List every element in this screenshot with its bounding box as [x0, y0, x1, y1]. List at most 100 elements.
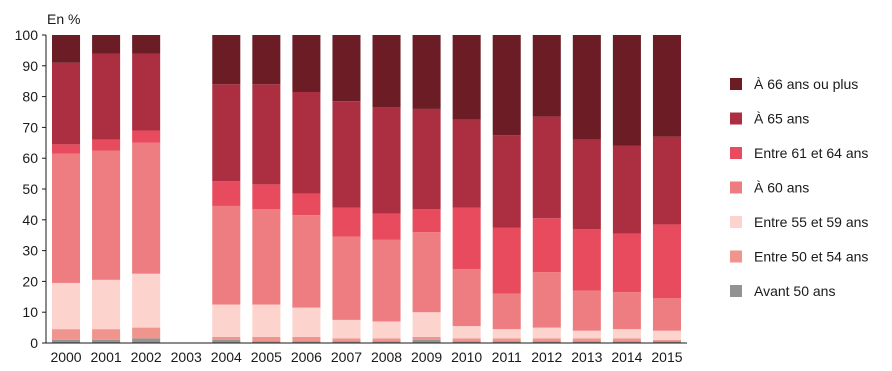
bar-2012-series-6 [532, 35, 561, 117]
y-axis: 0 10 20 30 40 50 60 70 80 90 100 [15, 27, 47, 351]
bar-2013-series-5 [572, 139, 601, 230]
bar-2000-series-3 [52, 153, 81, 283]
bar-2012-series-2 [532, 327, 561, 339]
y-tick-label-50: 50 [22, 181, 38, 197]
x-tick-label-2001: 2001 [91, 349, 122, 365]
bar-2011-series-2 [492, 329, 521, 339]
bar-2005-series-2 [252, 304, 281, 337]
bar-2011-series-3 [492, 293, 521, 330]
x-tick-label-2002: 2002 [131, 349, 162, 365]
bar-2006-series-2 [292, 307, 321, 337]
bar-2014-series-6 [612, 35, 641, 146]
y-tick-label-40: 40 [22, 212, 38, 228]
bars-layer [52, 35, 681, 343]
bar-2004-series-3 [212, 205, 241, 305]
bar-2015-series-5 [652, 136, 681, 225]
bar-2014-series-4 [612, 233, 641, 293]
bar-2010-series-1 [452, 338, 481, 342]
bar-2007-series-1 [332, 338, 361, 342]
legend-swatch-0 [730, 78, 742, 90]
bar-2001-series-5 [92, 53, 121, 140]
bar-2002-series-3 [132, 142, 161, 274]
legend-label-3: À 60 ans [754, 180, 809, 196]
bar-2011-series-0 [492, 341, 521, 343]
x-axis: 2000 2001 2002 2003 2004 2005 2006 2007 2008 2009… [46, 342, 687, 365]
bar-2011-series-6 [492, 35, 521, 136]
bar-2014-series-5 [612, 145, 641, 234]
bar-2012-series-1 [532, 338, 561, 342]
bar-2009-series-3 [412, 232, 441, 313]
bar-2005-series-3 [252, 209, 281, 305]
bar-2001-series-0 [92, 339, 121, 343]
y-tick-label-70: 70 [22, 119, 38, 135]
x-tick-label-2008: 2008 [371, 349, 402, 365]
bar-2012-series-3 [532, 272, 561, 328]
bar-2004-series-5 [212, 84, 241, 182]
bar-2011-series-4 [492, 227, 521, 294]
bar-2009-series-2 [412, 312, 441, 337]
bar-2002-series-6 [132, 35, 161, 54]
bar-2013-series-0 [572, 341, 601, 343]
x-tick-label-2009: 2009 [411, 349, 442, 365]
y-tick-label-10: 10 [22, 304, 38, 320]
y-tick-label-20: 20 [22, 273, 38, 289]
y-tick-label-0: 0 [30, 335, 38, 351]
bar-2005-series-1 [252, 336, 281, 342]
bar-2001-series-3 [92, 150, 121, 280]
bar-2002-series-5 [132, 53, 161, 131]
x-tick-label-2006: 2006 [291, 349, 322, 365]
y-tick-label-90: 90 [22, 58, 38, 74]
bar-2014-series-0 [612, 341, 641, 343]
legend-swatch-1 [730, 112, 742, 125]
bar-2002-series-2 [132, 273, 161, 328]
x-tick-label-2007: 2007 [331, 349, 362, 365]
bar-2015-series-1 [652, 339, 681, 342]
bar-2013-series-2 [572, 330, 601, 339]
bar-2009-series-1 [412, 336, 441, 340]
bar-2009-series-0 [412, 339, 441, 343]
bar-2004-series-1 [212, 336, 241, 340]
bar-2004-series-2 [212, 304, 241, 337]
bar-2010-series-0 [452, 341, 481, 343]
bar-2002-series-4 [132, 130, 161, 143]
bar-2012-series-0 [532, 341, 561, 343]
bar-2007-series-6 [332, 35, 361, 102]
bar-2015-series-3 [652, 298, 681, 331]
y-tick-label-60: 60 [22, 150, 38, 166]
bar-2009-series-4 [412, 209, 441, 233]
bar-2010-series-3 [452, 269, 481, 327]
bar-2008-series-1 [372, 338, 401, 342]
bar-2007-series-5 [332, 101, 361, 208]
bar-2005-series-4 [252, 184, 281, 210]
bar-2014-series-2 [612, 329, 641, 339]
bar-2004-series-4 [212, 181, 241, 206]
bar-2007-series-4 [332, 207, 361, 237]
x-tick-label-2013: 2013 [571, 349, 602, 365]
bar-2006-series-5 [292, 91, 321, 194]
bar-2010-series-6 [452, 35, 481, 120]
x-tick-label-2000: 2000 [50, 349, 81, 365]
bar-2007-series-2 [332, 319, 361, 339]
bar-2000-series-0 [52, 339, 81, 343]
legend-label-6: Avant 50 ans [754, 283, 835, 299]
bar-2000-series-5 [52, 62, 81, 145]
bar-2009-series-6 [412, 35, 441, 109]
legend-label-1: À 65 ans [754, 111, 809, 127]
y-tick-label-80: 80 [22, 89, 38, 105]
bar-2013-series-3 [572, 290, 601, 331]
bar-2007-series-0 [332, 341, 361, 343]
bar-2009-series-5 [412, 108, 441, 210]
x-tick-label-2014: 2014 [611, 349, 642, 365]
legend-label-5: Entre 50 et 54 ans [754, 249, 868, 265]
bar-2013-series-6 [572, 35, 601, 140]
legend-label-2: Entre 61 et 64 ans [754, 145, 868, 161]
bar-2000-series-1 [52, 329, 81, 340]
x-tick-label-2005: 2005 [251, 349, 282, 365]
bar-2013-series-4 [572, 229, 601, 291]
bar-2015-series-2 [652, 330, 681, 340]
y-axis-label: En % [47, 11, 80, 27]
bar-2015-series-4 [652, 224, 681, 299]
bar-2015-series-0 [652, 341, 681, 343]
